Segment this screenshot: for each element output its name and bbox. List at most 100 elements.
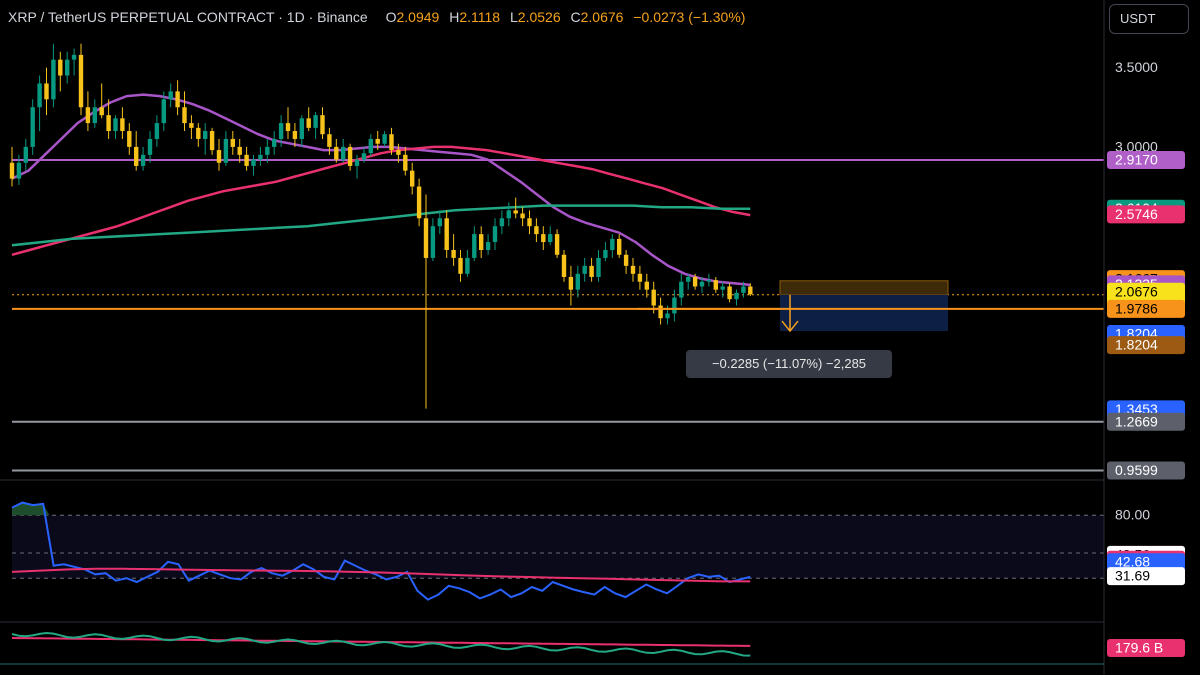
candle-body (85, 107, 91, 124)
candle-body (492, 226, 498, 243)
candle-body (154, 123, 160, 139)
volume-label-bg (1107, 639, 1185, 657)
candle-body (548, 234, 553, 243)
candle-body (223, 138, 229, 163)
rsi-band (12, 515, 1104, 579)
candle-body (734, 292, 739, 300)
low-label: L (509, 9, 518, 25)
candle-body (706, 280, 712, 282)
measure-range-box (780, 294, 948, 332)
measure-upper-zone (779, 280, 949, 296)
candle-body (244, 154, 249, 166)
candle-body (458, 257, 463, 274)
candle-body (285, 123, 291, 132)
candle-body (16, 162, 22, 179)
candle-body (203, 131, 208, 139)
price-label: 2.9170 (1115, 152, 1158, 168)
measure-tool[interactable] (638, 280, 949, 333)
open-label: O (385, 9, 397, 25)
rsi-label-bg (1107, 567, 1185, 586)
rsi-label: 42.68 (1115, 554, 1150, 570)
open-value: 2.0949 (396, 9, 440, 25)
candle-body (686, 276, 691, 282)
price-label: 2.0676 (1115, 283, 1158, 299)
candle-body (368, 138, 373, 154)
candle-body (265, 146, 270, 155)
volume-indicator-pane[interactable] (11, 631, 751, 657)
candle-body (416, 186, 422, 219)
rsi-label-bg (1107, 553, 1185, 572)
candle-body (527, 218, 532, 227)
candle-body (582, 265, 587, 274)
candle-body (30, 107, 35, 147)
rsi-label: 80.00 (1115, 507, 1150, 523)
candle-body (23, 146, 28, 163)
price-label-bg (1107, 205, 1185, 224)
candle-body (347, 146, 353, 166)
candle-body (554, 234, 560, 255)
candle-body (292, 131, 298, 139)
candle-body (748, 286, 753, 295)
candle-body (617, 238, 622, 255)
candle-body (92, 107, 97, 124)
candle-body (465, 257, 470, 274)
moving-average-line (11, 93, 751, 287)
candle-body (403, 154, 408, 171)
candle-body (720, 286, 725, 290)
rsi-overbought-fill (12, 502, 50, 516)
candle-body (444, 218, 449, 250)
rsi-pane[interactable] (11, 501, 1104, 601)
volume-line (11, 631, 751, 657)
candles[interactable] (9, 43, 753, 409)
candle-body (182, 107, 187, 124)
candle-body (679, 281, 684, 298)
measure-tooltip: −0.2285 (−11.07%) −2,285 (686, 350, 892, 378)
candle-body (410, 170, 415, 187)
price-label: 1.9786 (1115, 300, 1158, 316)
candle-body (534, 226, 539, 235)
price-label: 2.5746 (1115, 206, 1158, 222)
candle-body (71, 54, 77, 60)
candle-body (299, 118, 304, 139)
low-value: 2.0526 (517, 9, 561, 25)
candle-body (727, 286, 732, 300)
candle-body (479, 234, 484, 250)
candle-body (120, 118, 125, 132)
candle-body (699, 281, 705, 287)
candle-body (134, 146, 139, 166)
candle-body (665, 313, 670, 319)
candle-body (147, 138, 153, 155)
currency-button[interactable]: USDT (1109, 4, 1189, 34)
candle-body (382, 134, 387, 144)
candle-body (341, 146, 346, 160)
candle-body (575, 273, 580, 290)
candle-body (99, 107, 104, 116)
price-label: 1.8204 (1115, 337, 1158, 353)
candle-body (37, 83, 42, 108)
moving-average-line (11, 204, 751, 247)
candle-body (51, 59, 56, 100)
candle-body (161, 99, 166, 124)
candle-body (741, 286, 746, 293)
price-label-bg (1107, 461, 1185, 480)
candle-body (644, 281, 649, 290)
candle-body (189, 123, 194, 128)
price-label-bg (1107, 412, 1185, 431)
candle-body (713, 280, 718, 290)
candle-body (306, 118, 311, 128)
candle-body (196, 127, 201, 139)
candle-body (65, 59, 70, 76)
price-label-bg (1107, 299, 1185, 318)
candle-body (58, 59, 63, 76)
measure-arrow-head (781, 320, 799, 333)
change-value: −0.0273 (−1.30%) (633, 9, 746, 25)
candle-body (485, 242, 491, 250)
candle-body (623, 254, 629, 266)
candle-body (209, 131, 215, 151)
candle-body (472, 234, 477, 258)
symbol-title[interactable]: XRP / TetherUS PERPETUAL CONTRACT · 1D ·… (8, 9, 368, 25)
candle-body (541, 234, 546, 243)
candle-body (78, 54, 84, 108)
